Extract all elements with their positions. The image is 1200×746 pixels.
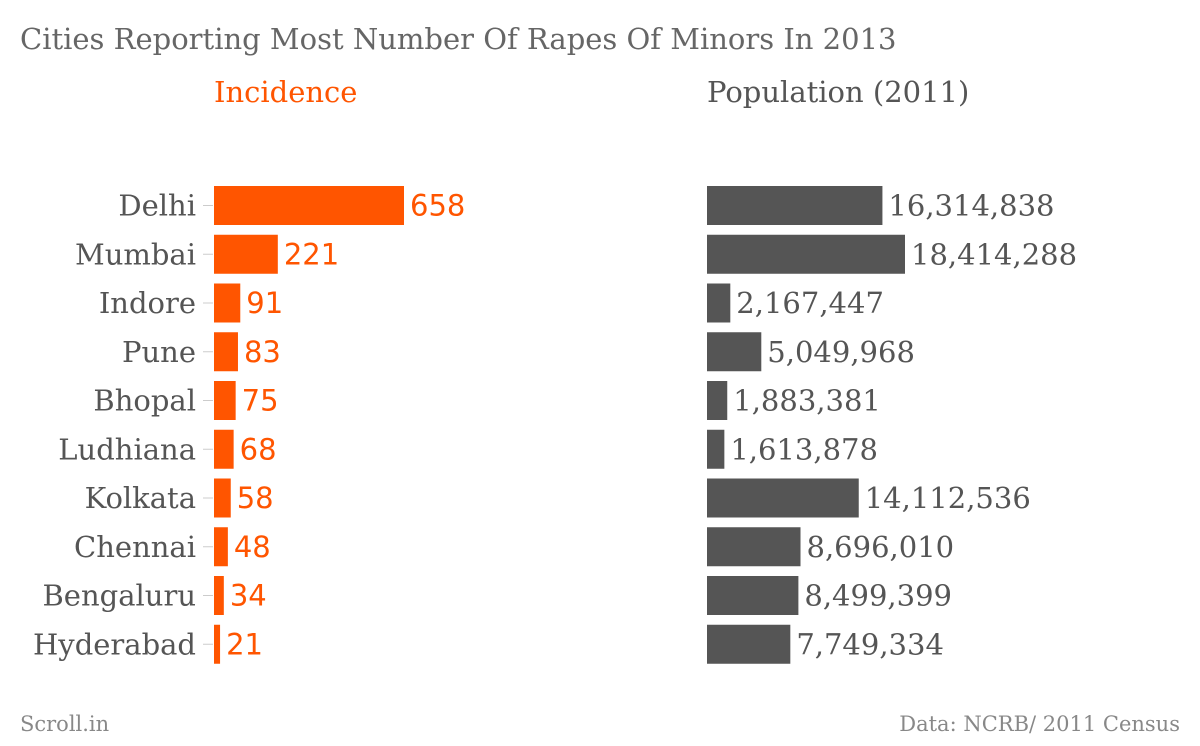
- population-value-label: 8,499,399: [804, 579, 952, 613]
- category-label: Chennai: [74, 530, 196, 564]
- population-value-label: 5,049,968: [767, 335, 915, 369]
- incidence-value-label: 58: [237, 481, 274, 515]
- incidence-bar: [214, 576, 224, 615]
- population-bar: [707, 576, 799, 615]
- category-label: Delhi: [118, 189, 196, 223]
- population-bar: [707, 381, 728, 420]
- incidence-value-label: 48: [234, 530, 271, 564]
- incidence-value-label: 83: [244, 335, 281, 369]
- category-label: Bengaluru: [43, 579, 197, 613]
- category-label: Pune: [122, 335, 196, 369]
- category-label: Bhopal: [93, 384, 196, 418]
- incidence-bar: [214, 478, 231, 518]
- population-value-label: 8,696,010: [807, 530, 955, 564]
- footer-source-right: Data: NCRB/ 2011 Census: [899, 712, 1180, 736]
- category-label: Ludhiana: [58, 432, 196, 466]
- population-bar: [707, 234, 905, 274]
- category-label: Hyderabad: [33, 627, 196, 661]
- incidence-bar: [214, 283, 241, 323]
- category-label: Kolkata: [85, 481, 196, 515]
- population-bar: [707, 527, 801, 567]
- footer-source-left: Scroll.in: [20, 712, 110, 736]
- population-panel-title: Population (2011): [707, 75, 970, 109]
- incidence-bar: [214, 381, 236, 420]
- population-value-label: 14,112,536: [865, 481, 1031, 515]
- category-label: Mumbai: [75, 237, 196, 271]
- incidence-value-label: 75: [242, 384, 279, 418]
- chart-title: Cities Reporting Most Number Of Rapes Of…: [20, 22, 897, 56]
- incidence-bar: [214, 332, 238, 372]
- incidence-value-label: 34: [230, 579, 267, 613]
- incidence-bar: [214, 527, 228, 567]
- population-value-label: 7,749,334: [796, 627, 944, 661]
- population-bar: [707, 332, 762, 372]
- incidence-panel-title: Incidence: [214, 75, 358, 109]
- population-bar: [707, 429, 725, 469]
- incidence-bar: [214, 186, 404, 225]
- incidence-value-label: 658: [410, 189, 465, 223]
- incidence-bar: [214, 234, 278, 274]
- incidence-bar: [214, 624, 221, 664]
- population-bar: [707, 283, 731, 323]
- population-bar: [707, 478, 859, 518]
- incidence-bar: [214, 429, 234, 469]
- population-value-label: 1,613,878: [730, 432, 878, 466]
- population-value-label: 2,167,447: [736, 286, 884, 320]
- population-value-label: 1,883,381: [733, 384, 881, 418]
- population-value-label: 18,414,288: [911, 237, 1077, 271]
- population-bar: [707, 624, 791, 664]
- incidence-value-label: 68: [240, 432, 277, 466]
- population-bar: [707, 186, 883, 225]
- incidence-value-label: 221: [284, 237, 339, 271]
- incidence-value-label: 21: [226, 627, 263, 661]
- population-value-label: 16,314,838: [888, 189, 1054, 223]
- category-label: Indore: [99, 286, 196, 320]
- incidence-value-label: 91: [246, 286, 283, 320]
